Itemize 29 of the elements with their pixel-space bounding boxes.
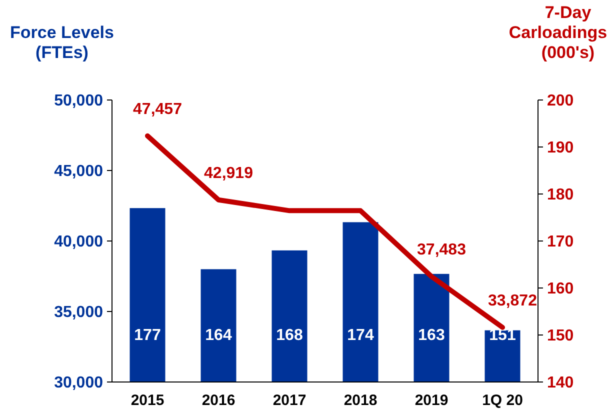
x-tick-label: 2017 (272, 392, 306, 409)
y2-tick-label: 140 (547, 374, 574, 392)
y2-tick-label: 200 (547, 92, 574, 110)
y-tick-label: 45,000 (54, 163, 104, 180)
y2-axis-title: 7-Day Carloadings (000's) (508, 3, 608, 62)
y-axis-title: Force Levels (FTEs) (10, 23, 114, 62)
y2-tick-label: 180 (547, 186, 574, 204)
data-label: 174 (347, 327, 374, 344)
y2-tick-label: 170 (547, 234, 574, 251)
x-tick-label: 2018 (344, 392, 378, 409)
data-label: 177 (134, 327, 161, 344)
data-label: 42,919 (204, 164, 254, 182)
y-tick-label: 40,000 (54, 234, 104, 251)
x-tick-label: 2019 (414, 392, 448, 409)
x-tick-label: 1Q 20 (482, 392, 523, 409)
y-tick-label: 30,000 (54, 374, 104, 392)
data-label: 47,457 (133, 100, 182, 118)
x-tick-label: 2016 (202, 392, 236, 409)
y2-tick-label: 150 (547, 328, 574, 345)
data-label: 164 (205, 327, 232, 344)
y2-tick-label: 190 (547, 140, 574, 157)
data-label: 33,872 (488, 292, 538, 310)
y-tick-label: 35,000 (54, 304, 104, 322)
y-tick-label: 50,000 (54, 92, 104, 110)
data-label: 168 (276, 327, 303, 344)
x-tick-label: 2015 (130, 392, 164, 409)
data-label: 163 (418, 327, 445, 344)
data-label: 37,483 (417, 241, 466, 258)
y2-tick-label: 160 (547, 280, 574, 298)
